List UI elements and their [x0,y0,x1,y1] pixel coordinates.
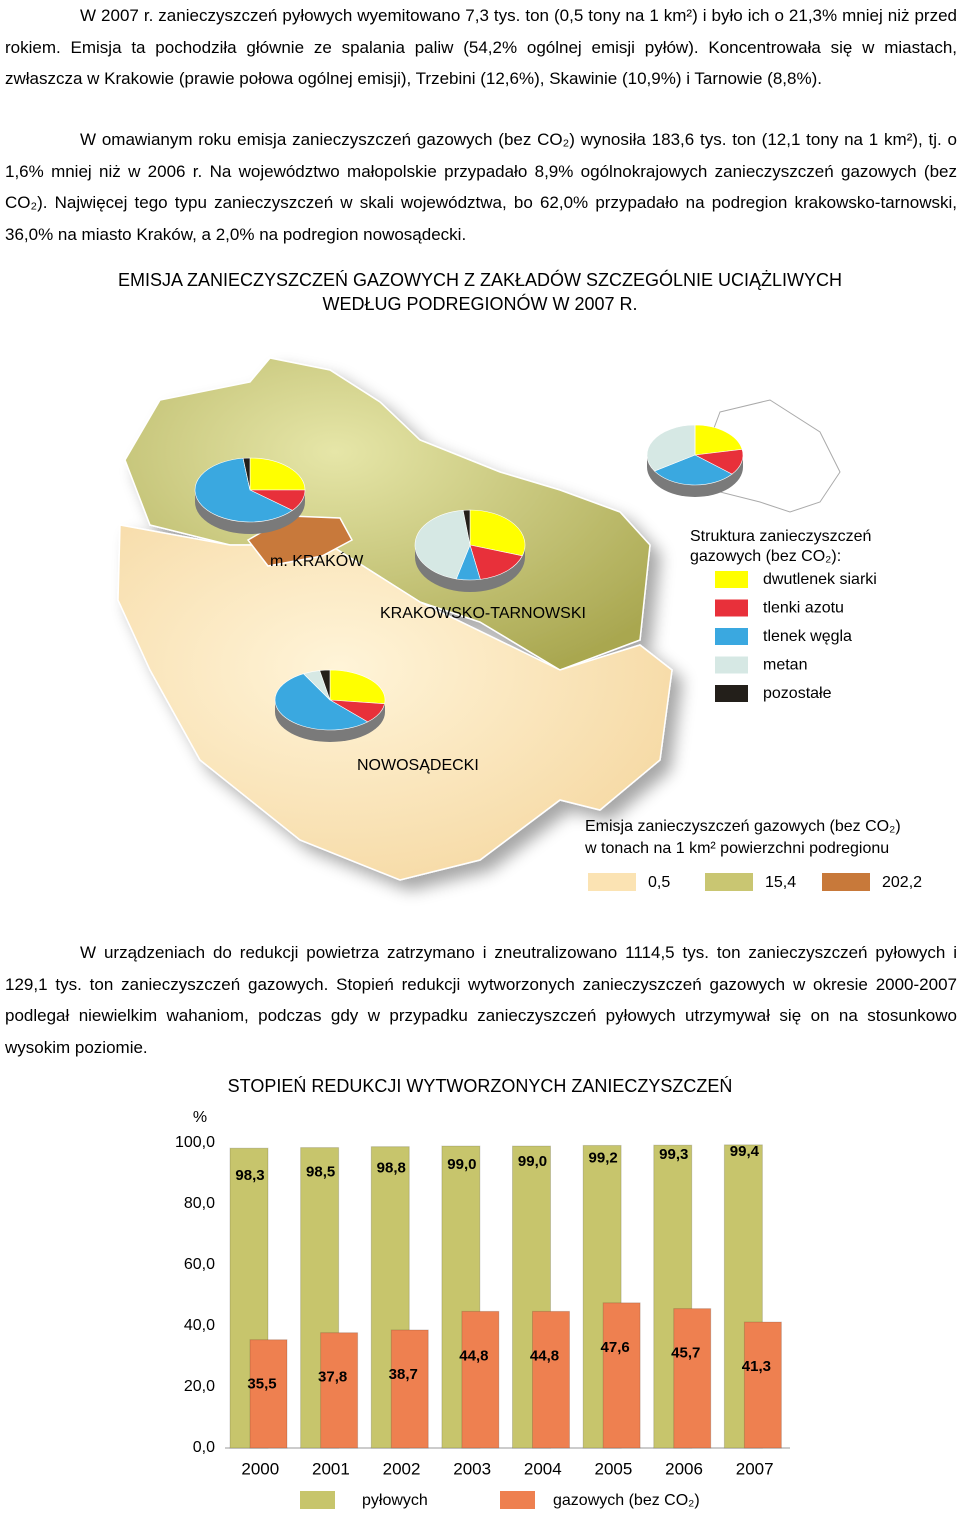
value-label: 35,5 [247,1376,276,1393]
legend-title: Struktura zanieczyszczeń [690,528,871,545]
x-tick-label: 2000 [241,1459,279,1478]
value-label: 47,6 [601,1339,630,1356]
legend-swatch [500,1491,535,1509]
region-label: m. KRAKÓW [270,551,364,570]
y-tick-label: 40,0 [184,1317,215,1334]
legend-label: pyłowych [362,1492,428,1509]
bar [743,1321,782,1449]
pie-slice [249,457,306,491]
pie-slice [469,544,523,580]
y-axis-label: % [193,1109,207,1126]
pie-slice [329,669,386,705]
paragraph: W omawianym roku emisja zanieczyszczeń g… [5,130,957,244]
value-label: 37,8 [318,1369,347,1386]
pie-slice [653,454,733,486]
figure-title-line: EMISJA ZANIECZYSZCZEŃ GAZOWYCH Z ZAKŁADÓ… [117,270,843,290]
region-label: KRAKOWSKO-TARNOWSKI [380,605,586,622]
legend-label: tlenki azotu [763,600,844,617]
density-label: 0,5 [648,874,670,891]
y-tick-label: 100,0 [175,1134,215,1151]
legend-swatch [300,1491,335,1509]
y-tick-label: 80,0 [184,1195,215,1212]
pie-slice [319,669,331,701]
pies [194,424,744,742]
region-south [117,524,673,881]
pie-slice [274,673,369,731]
figure-title-line: WEDŁUG PODREGIONÓW W 2007 R. [322,294,638,314]
bar [532,1310,570,1449]
x-tick-label: 2002 [383,1459,421,1478]
density-title: w tonach na 1 km² powierzchni podregionu [584,840,889,857]
y-tick-label: 0,0 [193,1439,215,1456]
value-label: 99,0 [447,1156,476,1173]
legend-swatch [715,628,748,645]
legend-swatch [715,571,748,588]
bar [461,1310,500,1449]
legend-swatch [715,685,748,702]
legend-label: pozostałe [763,685,832,702]
pie-slice [414,509,471,580]
value-label: 98,3 [235,1167,264,1184]
density-swatch [822,873,870,891]
value-label: 38,7 [389,1366,418,1383]
density-title: Emisja zanieczyszczeń gazowych (bez CO₂) [585,818,901,835]
x-tick-label: 2006 [665,1459,703,1478]
value-label: 45,7 [671,1345,700,1362]
pie-slice [462,509,471,546]
legend-label: tlenek węgla [763,628,852,645]
legend-label: dwutlenek siarki [763,571,877,588]
region-label: NOWOSĄDECKI [357,757,479,774]
legend-swatch [715,599,748,617]
density-swatch [588,873,636,891]
x-tick-label: 2005 [595,1459,633,1478]
bar [602,1302,641,1449]
legend-title: gazowych (bez CO₂): [690,548,841,565]
density-label: 202,2 [882,874,922,891]
value-label: 44,8 [459,1347,488,1364]
value-label: 41,3 [742,1358,771,1375]
legend-swatch [715,656,748,674]
chart-title: STOPIEŃ REDUKCJI WYTWORZONYCH ZANIECZYSZ… [228,1076,733,1096]
x-tick-label: 2004 [524,1459,562,1478]
pie-slice [194,457,293,523]
x-tick-label: 2003 [453,1459,491,1478]
value-label: 99,4 [730,1143,760,1160]
bar [249,1339,288,1449]
figure-title: EMISJA ZANIECZYSZCZEŃ GAZOWYCH Z ZAKŁADÓ… [0,268,960,316]
legend-label: metan [763,657,807,674]
map-figure: m. KRAKÓW KRAKOWSKO-TARNOWSKI NOWOSĄDECK… [117,357,922,891]
value-label: 99,0 [518,1153,547,1170]
map-shapes [117,357,673,881]
value-label: 44,8 [530,1347,559,1364]
pie-slice [242,457,251,491]
y-tick-label: 60,0 [184,1256,215,1273]
x-tick-label: 2001 [312,1459,350,1478]
bar [320,1332,359,1449]
density-label: 15,4 [765,874,796,891]
value-label: 99,3 [659,1146,688,1163]
bar-chart: STOPIEŃ REDUKCJI WYTWORZONYCH ZANIECZYSZ… [175,1076,790,1509]
value-label: 99,2 [589,1149,618,1166]
pie-slice [469,509,526,557]
y-tick-label: 20,0 [184,1378,215,1395]
value-label: 98,8 [377,1160,406,1177]
paragraph: W urządzeniach do redukcji powietrza zat… [5,943,957,1057]
paragraph: W 2007 r. zanieczyszczeń pyłowych wyemit… [5,6,957,88]
pie-slice [694,424,743,456]
x-tick-label: 2007 [736,1459,774,1478]
bar [673,1308,712,1449]
density-swatch [705,873,753,891]
pie-slice [646,424,696,472]
bar [390,1329,429,1449]
value-label: 98,5 [306,1164,335,1181]
legend-label: gazowych (bez CO₂) [553,1492,700,1509]
